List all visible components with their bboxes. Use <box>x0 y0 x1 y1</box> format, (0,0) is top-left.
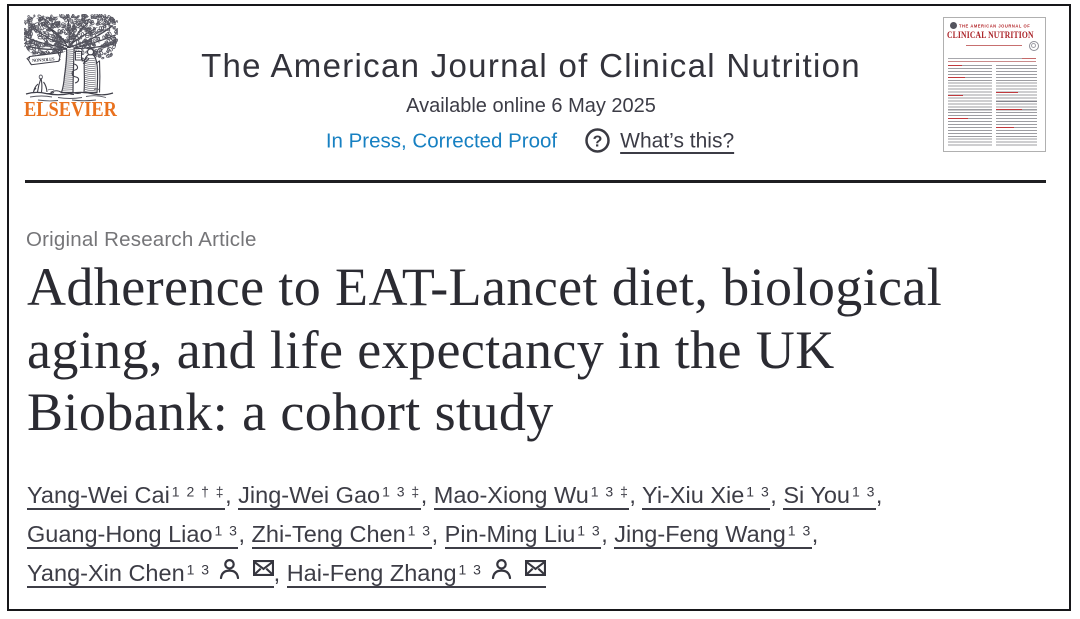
svg-text:NON SOLUS: NON SOLUS <box>32 56 55 63</box>
svg-text:?: ? <box>593 134 603 151</box>
